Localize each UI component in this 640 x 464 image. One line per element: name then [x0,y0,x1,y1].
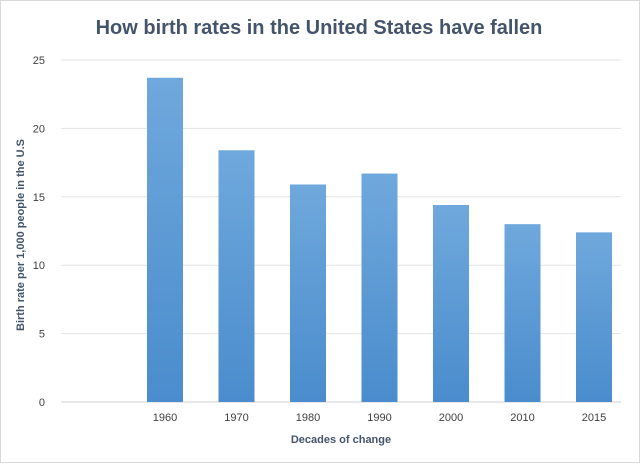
x-tick-label: 2010 [510,412,534,424]
x-tick-label: 1990 [367,412,391,424]
bar-2000 [433,205,469,402]
y-tick-label: 20 [33,123,45,135]
bar-1970 [218,150,255,402]
x-tick-label: 1960 [153,412,177,424]
x-tick-label: 2000 [439,412,463,424]
y-tick-label: 0 [39,397,45,409]
chart-title: How birth rates in the United States hav… [96,17,543,39]
y-tick-label: 25 [33,55,45,67]
y-tick-label: 10 [33,260,45,272]
x-tick-label: 1970 [224,412,248,424]
y-tick-label: 5 [39,329,45,341]
x-axis-ticks: 1960 1970 1980 1990 2000 2010 2015 [153,412,606,424]
y-axis-label: Birth rate per 1,000 people in the U.S [15,139,27,331]
bar-2010 [504,224,541,402]
bar-1980 [290,184,326,402]
x-axis-label: Decades of change [291,434,391,446]
bar-1960 [147,77,183,402]
x-tick-label: 1980 [296,412,320,424]
bar-1990 [361,173,398,402]
bar-2015 [576,232,612,402]
x-tick-label: 2015 [582,412,606,424]
y-axis-ticks: 0 5 10 15 20 25 [33,55,45,409]
bars [147,77,612,402]
y-tick-label: 15 [33,192,45,204]
